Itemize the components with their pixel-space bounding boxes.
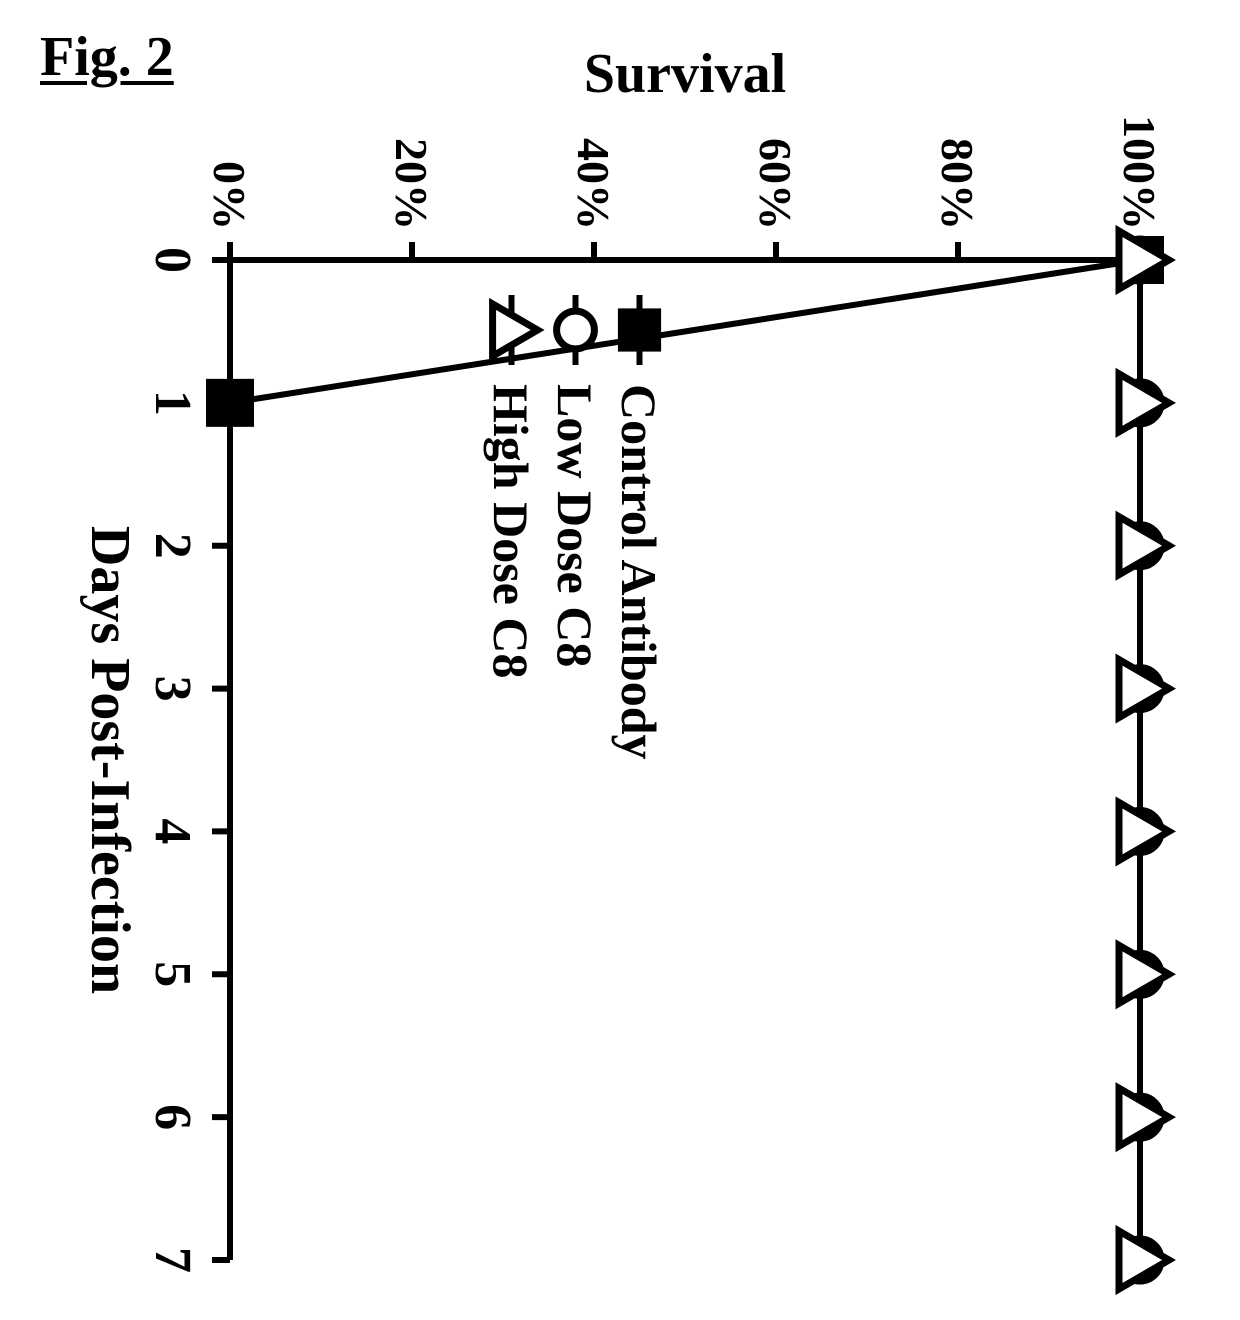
x-tick-label: 4 bbox=[144, 818, 201, 844]
y-tick-label: 100% bbox=[1114, 115, 1165, 230]
x-tick-label: 7 bbox=[144, 1247, 201, 1273]
x-axis-label: Days Post-Infection bbox=[79, 526, 141, 994]
marker-square bbox=[618, 308, 661, 351]
legend-label: Control Antibody bbox=[611, 384, 667, 760]
y-tick-label: 0% bbox=[204, 161, 255, 230]
marker-circle bbox=[557, 311, 595, 349]
x-tick-label: 2 bbox=[144, 533, 201, 559]
survival-chart: 0 1 2 3 4 5 6 7 Days Post-Infection 0% 20% 40% 60% 80… bbox=[0, 0, 1240, 1320]
figure-title: Fig. 2 bbox=[40, 25, 174, 89]
y-tick-label: 40% bbox=[568, 138, 619, 230]
series-line bbox=[230, 260, 1140, 403]
x-tick-label: 1 bbox=[144, 390, 201, 416]
x-tick-label: 6 bbox=[144, 1104, 201, 1130]
y-axis-label: Survival bbox=[584, 43, 786, 105]
marker-triangle bbox=[493, 304, 538, 356]
y-tick-label: 80% bbox=[932, 138, 983, 230]
legend-label: Low Dose C8 bbox=[547, 384, 603, 667]
y-tick-label: 20% bbox=[386, 138, 437, 230]
legend-label: High Dose C8 bbox=[483, 384, 539, 678]
marker-square bbox=[206, 379, 254, 427]
x-tick-label: 5 bbox=[144, 961, 201, 987]
y-tick-label: 60% bbox=[750, 138, 801, 230]
x-tick-label: 0 bbox=[144, 247, 201, 273]
x-tick-label: 3 bbox=[144, 676, 201, 702]
